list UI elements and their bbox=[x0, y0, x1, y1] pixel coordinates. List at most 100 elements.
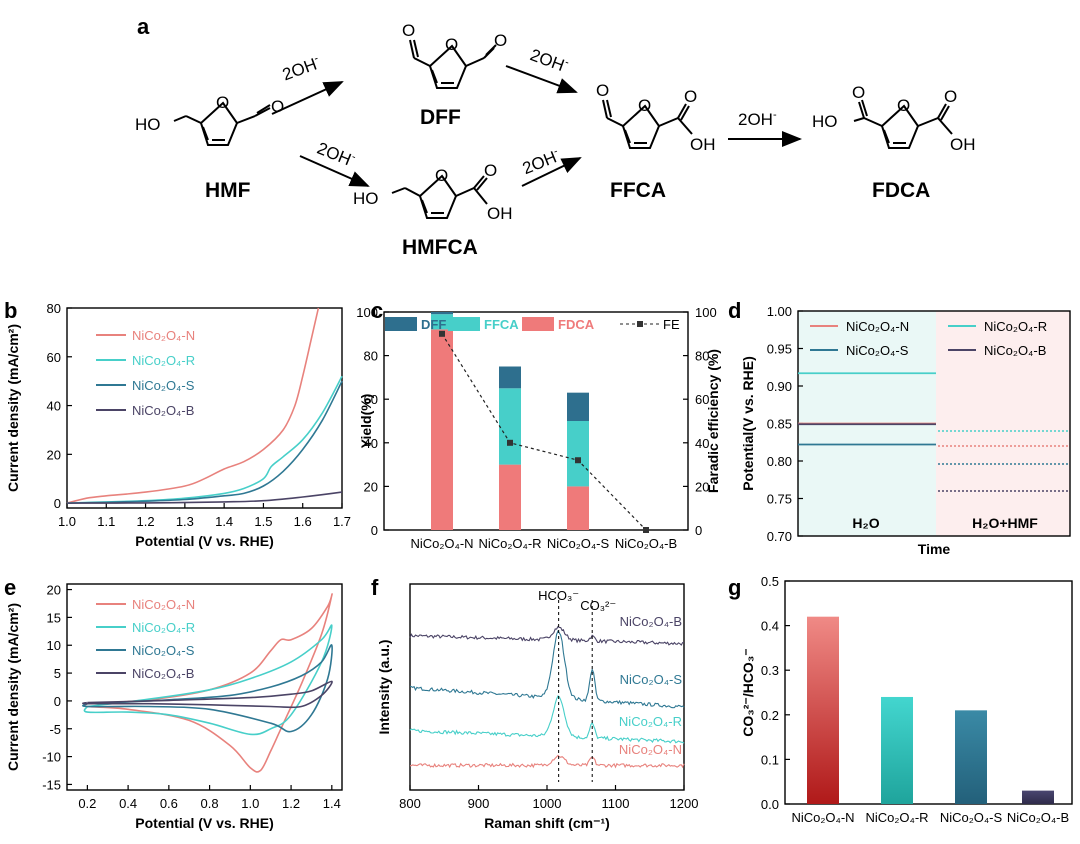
fe-point bbox=[643, 527, 649, 533]
x-tick-label: 0.8 bbox=[201, 796, 219, 811]
x-tick-label: 1.2 bbox=[137, 514, 155, 529]
x-category-label: NiCo₂O₄-R bbox=[865, 810, 928, 825]
x-tick-label: 1.4 bbox=[323, 796, 341, 811]
series-label: NiCo₂O₄-S bbox=[620, 672, 683, 687]
panel-label-a: a bbox=[137, 14, 150, 39]
x-tick-label: 1.3 bbox=[176, 514, 194, 529]
legend-label: NiCo₂O₄-N bbox=[132, 597, 195, 612]
x-tick-label: 1000 bbox=[533, 796, 562, 811]
y-tick-label: 80 bbox=[695, 349, 709, 364]
series-label: NiCo₂O₄-N bbox=[619, 742, 682, 757]
y-tick-label: 0 bbox=[54, 694, 61, 709]
fe-line bbox=[441, 333, 647, 531]
arrow-hmf-hmfca bbox=[299, 155, 370, 187]
y-tick-label: 100 bbox=[356, 305, 378, 320]
legend-fe-marker bbox=[637, 321, 643, 327]
legend-label: NiCo₂O₄-N bbox=[846, 319, 909, 334]
hmf-label: HMF bbox=[205, 179, 251, 202]
hmf-aldehyde-o: O bbox=[271, 97, 284, 116]
series-label: NiCo₂O₄-R bbox=[619, 714, 682, 729]
y-tick-label: 80 bbox=[364, 349, 378, 364]
series-cv-S bbox=[82, 644, 333, 733]
y-tick-label: 80 bbox=[47, 301, 61, 316]
ffca-o: O bbox=[684, 87, 697, 106]
dff-label: DFF bbox=[420, 106, 461, 129]
bar-fdca bbox=[431, 329, 453, 530]
hmfca-ring-o: O bbox=[435, 166, 448, 185]
reagent-3: 2OH- bbox=[528, 44, 571, 76]
fdca-oh: OH bbox=[950, 135, 976, 154]
hmfca-oh: OH bbox=[487, 204, 513, 223]
y-tick-label: 0.3 bbox=[761, 663, 779, 678]
y-tick-label: 60 bbox=[695, 392, 709, 407]
y-tick-label: 40 bbox=[364, 436, 378, 451]
ffca-structure bbox=[602, 99, 693, 149]
arrow-hmfca-ffca bbox=[521, 157, 582, 187]
panel-e: e 0.2 0.4 0.6 0.8 1.0 1.2 1.4 -15 -10 -5 0 5 10 15 20 Cu… bbox=[4, 575, 343, 831]
legend-label: FFCA bbox=[484, 317, 519, 332]
hmfca-structure bbox=[391, 174, 488, 219]
y-tick-label: 20 bbox=[364, 479, 378, 494]
fdca-ho: HO bbox=[812, 112, 838, 131]
x-tick-label: 1.2 bbox=[282, 796, 300, 811]
x-category-label: NiCo₂O₄-N bbox=[791, 810, 854, 825]
x-tick-label: 0.4 bbox=[119, 796, 137, 811]
y-tick-label: 60 bbox=[364, 392, 378, 407]
y-tick-label: 0.75 bbox=[767, 492, 792, 507]
legend-label: DFF bbox=[421, 317, 446, 332]
y-tick-label: 0.70 bbox=[767, 529, 792, 544]
x-category-label: NiCo₂O₄-S bbox=[547, 536, 610, 551]
y-tick-label: 0.90 bbox=[767, 379, 792, 394]
y-tick-label: 0.80 bbox=[767, 454, 792, 469]
x-category-label: NiCo₂O₄-B bbox=[615, 536, 677, 551]
fdca-structure bbox=[853, 99, 953, 149]
fe-point bbox=[507, 439, 513, 446]
legend-label: NiCo₂O₄-S bbox=[132, 378, 195, 393]
panel-label-f: f bbox=[371, 575, 379, 600]
legend-label: NiCo₂O₄-B bbox=[132, 403, 194, 418]
legend-label: NiCo₂O₄-B bbox=[984, 343, 1046, 358]
series-label: NiCo₂O₄-B bbox=[620, 614, 682, 629]
y-tick-label: 5 bbox=[54, 666, 61, 681]
y-tick-label: 1.00 bbox=[767, 304, 792, 319]
panel-f: f 800 900 1000 1100 1200 Intensity (a.u.) Raman… bbox=[371, 575, 698, 831]
y-tick-label: 0.85 bbox=[767, 417, 792, 432]
x-category-label: NiCo₂O₄-S bbox=[940, 810, 1003, 825]
y-tick-label: -5 bbox=[49, 722, 61, 737]
reagent-5: 2OH- bbox=[738, 109, 777, 129]
y-tick-label: 10 bbox=[47, 638, 61, 653]
x-tick-label: 1.0 bbox=[58, 514, 76, 529]
panel-c: c 0 20 40 60 80 100 0 20 40 60 80 100 Yield(%) Faradic… bbox=[356, 298, 721, 551]
y-tick-label: -10 bbox=[42, 750, 61, 765]
peak-label: CO₃²⁻ bbox=[580, 598, 616, 613]
x-tick-label: 1200 bbox=[670, 796, 699, 811]
y-tick-label: 0.2 bbox=[761, 708, 779, 723]
x-category-label: NiCo₂O₄-N bbox=[410, 536, 473, 551]
legend-label: NiCo₂O₄-N bbox=[132, 328, 195, 343]
y-tick-label: 0 bbox=[54, 496, 61, 511]
plot-frame bbox=[66, 307, 343, 509]
bar-ffca bbox=[431, 314, 453, 330]
x-axis-label: Raman shift (cm⁻¹) bbox=[484, 815, 610, 831]
x-category-label: NiCo₂O₄-B bbox=[1007, 810, 1069, 825]
y-tick-label: 15 bbox=[47, 610, 61, 625]
bar-fdca bbox=[567, 486, 589, 530]
dff-ring-o: O bbox=[445, 35, 458, 54]
x-axis-label: Potential (V vs. RHE) bbox=[135, 815, 273, 831]
y-tick-label: 20 bbox=[47, 583, 61, 598]
dff-o-right: O bbox=[494, 31, 507, 50]
legend-label: FE bbox=[663, 317, 680, 332]
fdca-label: FDCA bbox=[872, 179, 930, 202]
hmfca-label: HMFCA bbox=[402, 236, 478, 259]
legend-swatch-ffca bbox=[448, 317, 480, 331]
fe-point bbox=[575, 457, 581, 464]
region-label: H₂O bbox=[852, 515, 879, 531]
series-cv-N bbox=[83, 593, 333, 773]
panel-label-b: b bbox=[4, 298, 17, 323]
series-line-B bbox=[66, 491, 343, 504]
panel-b: b 1.0 1.1 1.2 1.3 1.4 1.5 1.6 1.7 0 20 40 60 80 Curren… bbox=[4, 298, 351, 549]
ffca-oh: OH bbox=[690, 135, 716, 154]
x-category-label: NiCo₂O₄-R bbox=[478, 536, 541, 551]
legend-label: NiCo₂O₄-R bbox=[132, 353, 195, 368]
